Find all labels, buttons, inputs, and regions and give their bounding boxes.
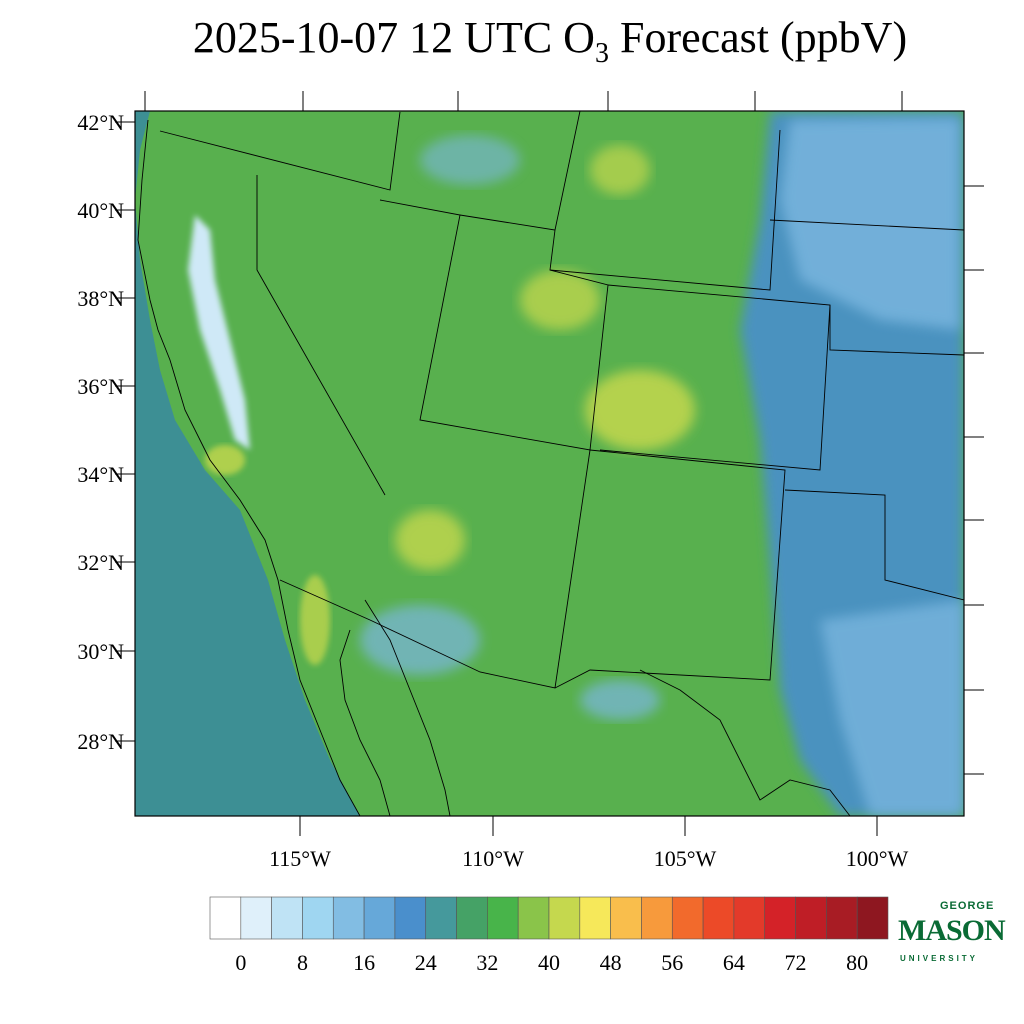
logo-line1: GEORGE xyxy=(940,900,995,912)
colorbar-swatch xyxy=(456,896,488,940)
nm-tx-border xyxy=(554,449,786,689)
lat-label: 40°N xyxy=(77,198,124,223)
highland-baja xyxy=(300,575,330,665)
colorbar-swatch xyxy=(209,896,242,940)
boundaries xyxy=(137,111,964,816)
axis-ticks xyxy=(115,91,984,836)
highland-colorado xyxy=(585,370,695,450)
ok-tx-border xyxy=(784,489,964,601)
highland-socal xyxy=(205,445,245,475)
lat-labels: 42°N 40°N 38°N 36°N 34°N 32°N 30°N 28°N xyxy=(77,110,124,754)
title-subscript: 3 xyxy=(594,37,609,69)
wy-border xyxy=(549,111,781,291)
colorbar-swatch xyxy=(856,896,889,940)
lat-label: 36°N xyxy=(77,374,124,399)
low-pocket-tx xyxy=(580,680,660,720)
colorbar-swatch xyxy=(487,896,519,940)
colorbar: 0 8 16 24 32 40 48 56 64 72 80 xyxy=(209,896,889,975)
colorbar-label: 24 xyxy=(415,950,437,975)
logo-line3: UNIVERSITY xyxy=(900,954,979,963)
lon-labels: 115°W 110°W 105°W 100°W xyxy=(269,846,908,871)
logo-line2: MASON xyxy=(898,914,1006,947)
colorbar-label: 80 xyxy=(846,950,868,975)
colorbar-swatch xyxy=(240,896,272,940)
lat-label: 30°N xyxy=(77,639,124,664)
lon-label: 100°W xyxy=(846,846,909,871)
central-valley xyxy=(188,215,250,450)
highland-utah xyxy=(520,270,600,330)
colorbar-swatch xyxy=(425,896,457,940)
gmu-logo: GEORGE MASON UNIVERSITY xyxy=(898,900,1006,970)
baja-gulf-coast xyxy=(339,629,391,816)
lat-label: 34°N xyxy=(77,462,124,487)
lon-label: 110°W xyxy=(462,846,524,871)
colorbar-label: 8 xyxy=(297,950,308,975)
colorbar-label: 72 xyxy=(785,950,807,975)
lat-label: 38°N xyxy=(77,286,124,311)
colorbar-swatch xyxy=(826,896,858,940)
lon-label: 115°W xyxy=(269,846,331,871)
colorbar-swatch xyxy=(579,896,611,940)
highland-arizona xyxy=(395,510,465,570)
low-pocket-nw xyxy=(420,135,520,185)
colorbar-swatch xyxy=(271,896,303,940)
lat-label: 32°N xyxy=(77,550,124,575)
colorbar-swatch xyxy=(394,896,427,940)
ca-nv-border xyxy=(256,175,386,496)
or-border xyxy=(159,111,401,191)
plot-frame xyxy=(134,110,965,817)
chart-title: 2025-10-07 12 UTC O3 Forecast (ppbV) xyxy=(0,12,1024,70)
rio-grande xyxy=(639,669,851,816)
colorbar-label: 0 xyxy=(235,950,246,975)
plains-light-south xyxy=(820,600,964,816)
colorbar-swatch xyxy=(548,896,581,940)
title-prefix: 2025-10-07 12 UTC O xyxy=(192,13,595,62)
colorbar-swatch xyxy=(733,896,766,940)
colorbar-swatch xyxy=(332,896,365,940)
plains-light xyxy=(780,118,960,330)
colorbar-label: 48 xyxy=(600,950,622,975)
highland-wyoming xyxy=(590,145,650,195)
colorbar-swatch xyxy=(671,896,704,940)
colorbar-label: 40 xyxy=(538,950,560,975)
lon-label: 105°W xyxy=(654,846,717,871)
colorbar-swatch xyxy=(702,896,735,940)
ut-border xyxy=(379,199,609,451)
map-field xyxy=(135,111,964,816)
colorbar-swatch xyxy=(764,896,796,940)
colorbar-swatch xyxy=(795,896,827,940)
colorbar-label: 64 xyxy=(723,950,745,975)
colorbar-swatch xyxy=(363,896,396,940)
ks-border xyxy=(769,219,964,356)
title-suffix: Forecast (ppbV) xyxy=(608,13,908,62)
colorbar-label: 56 xyxy=(661,950,683,975)
co-border xyxy=(599,284,831,471)
colorbar-swatch xyxy=(517,896,550,940)
colorbar-label: 32 xyxy=(476,950,498,975)
colorbar-swatch xyxy=(610,896,642,940)
colorbar-swatch xyxy=(641,896,673,940)
lat-label: 42°N xyxy=(77,110,124,135)
colorbar-label: 16 xyxy=(353,950,375,975)
colorbar-swatch xyxy=(302,896,334,940)
mainland-gulf-coast xyxy=(364,599,451,816)
lat-label: 28°N xyxy=(77,729,124,754)
coastline xyxy=(137,119,361,816)
low-pocket-sw xyxy=(360,605,480,675)
az-nm-border xyxy=(279,449,591,689)
